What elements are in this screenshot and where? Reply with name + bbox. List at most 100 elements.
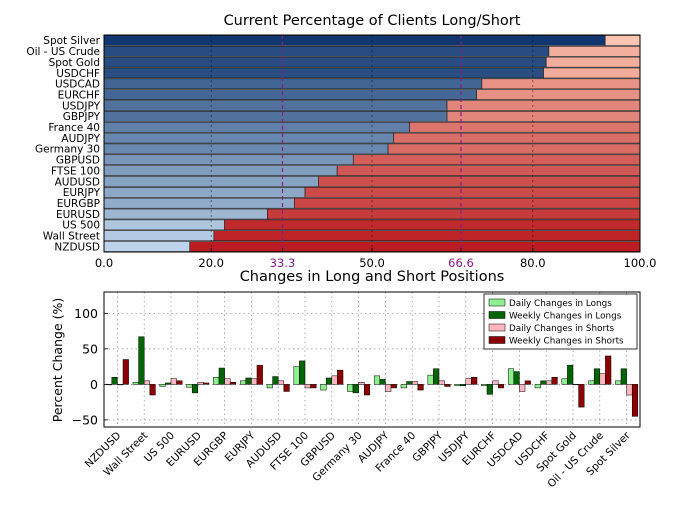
short-bar-usdjpy bbox=[446, 100, 641, 111]
change-bar-weekly-changes-in-shorts-spot-gold bbox=[578, 384, 585, 408]
legend-swatch-daily-changes-in-shorts bbox=[488, 323, 506, 332]
change-bar-weekly-changes-in-shorts-wall-street bbox=[149, 384, 156, 396]
category-label-spot-gold: Spot Gold bbox=[49, 57, 100, 69]
top-x-tick-labels: 0.0 20.0 33.3 50.0 66.6 80.0 100.0 bbox=[95, 248, 657, 270]
long-bar-eurusd bbox=[103, 208, 268, 220]
change-bar-daily-changes-in-shorts-eurchf bbox=[492, 380, 499, 385]
change-bar-weekly-changes-in-longs-france-40 bbox=[406, 381, 413, 385]
change-bar-weekly-changes-in-shorts-gbpjpy bbox=[444, 384, 451, 387]
top-x-tick-label: 20.0 bbox=[198, 256, 224, 270]
change-bar-daily-changes-in-shorts-gbpjpy bbox=[438, 380, 445, 385]
top-x-tick-label: 0.0 bbox=[95, 256, 113, 270]
change-bar-daily-changes-in-longs-gbpusd bbox=[320, 384, 327, 391]
legend: Daily Changes in Longs Weekly Changes in … bbox=[483, 293, 638, 350]
legend-label-weekly-changes-in-shorts: Weekly Changes in Shorts bbox=[509, 337, 624, 347]
change-bar-weekly-changes-in-longs-gbpusd bbox=[325, 377, 333, 385]
top-x-tick-label: 33.3 bbox=[270, 256, 296, 270]
long-bar-eurchf bbox=[103, 89, 477, 101]
change-bar-daily-changes-in-longs-eurchf bbox=[481, 384, 488, 387]
short-bar-eurusd bbox=[267, 208, 641, 220]
change-bar-daily-changes-in-longs-wall-street bbox=[132, 381, 139, 385]
category-label-spot-silver: Spot Silver bbox=[43, 35, 100, 47]
change-bar-weekly-changes-in-shorts-usdchf bbox=[551, 377, 558, 385]
change-bar-daily-changes-in-longs-us-500 bbox=[159, 384, 166, 387]
short-bar-gbpjpy bbox=[446, 111, 641, 122]
change-bar-daily-changes-in-shorts-eurusd bbox=[197, 381, 204, 385]
change-bar-weekly-changes-in-longs-spot-gold bbox=[567, 364, 574, 385]
category-label-audjpy: AUDJPY bbox=[61, 133, 100, 145]
change-bar-daily-changes-in-shorts-nzdusd bbox=[117, 384, 124, 386]
long-bar-audjpy bbox=[103, 132, 394, 144]
change-bar-weekly-changes-in-longs-ftse-100 bbox=[299, 360, 306, 385]
category-label-usdjpy: USDJPY bbox=[62, 100, 101, 112]
change-bar-weekly-changes-in-longs-germany-30 bbox=[352, 384, 359, 394]
change-bar-daily-changes-in-shorts-gbpusd bbox=[331, 375, 338, 385]
short-bar-france-40 bbox=[409, 121, 641, 133]
change-bar-daily-changes-in-longs-eurjpy bbox=[239, 380, 247, 385]
long-bar-germany-30 bbox=[103, 143, 389, 155]
long-bar-spot-silver bbox=[103, 35, 606, 46]
short-bar-nzdusd bbox=[189, 241, 641, 252]
legend-swatch-daily-changes-in-longs bbox=[488, 298, 506, 307]
change-bar-daily-changes-in-longs-usdchf bbox=[534, 384, 541, 389]
category-label-eurchf: EURCHF bbox=[58, 89, 100, 101]
change-bar-daily-changes-in-longs-spot-silver bbox=[615, 380, 622, 385]
change-bar-weekly-changes-in-shorts-france-40 bbox=[417, 384, 424, 391]
short-bar-wall-street bbox=[213, 230, 641, 242]
change-bar-weekly-changes-in-shorts-eurgbp bbox=[229, 381, 237, 385]
change-bar-daily-changes-in-shorts-wall-street bbox=[143, 380, 151, 385]
change-bar-daily-changes-in-longs-ftse-100 bbox=[293, 366, 300, 385]
short-bar-gbpusd bbox=[352, 154, 641, 166]
category-label-usdcad: USDCAD bbox=[55, 79, 100, 91]
top-x-tick-label: 50.0 bbox=[359, 256, 385, 270]
long-bar-gbpjpy bbox=[103, 111, 448, 122]
bottom-y-axis-label: Percent Change (%) bbox=[50, 298, 65, 422]
category-label-eurjpy: EURJPY bbox=[63, 187, 101, 199]
category-label-audusd: AUDUSD bbox=[55, 176, 100, 188]
legend-label-daily-changes-in-longs: Daily Changes in Longs bbox=[509, 299, 612, 309]
top-x-tick-label: 80.0 bbox=[520, 256, 546, 270]
short-bar-eurgbp bbox=[293, 197, 641, 209]
change-bar-weekly-changes-in-longs-gbpjpy bbox=[433, 368, 440, 385]
short-bar-spot-gold bbox=[545, 56, 641, 68]
top-x-tick-label: 66.6 bbox=[448, 256, 474, 270]
change-bar-daily-changes-in-shorts-audusd bbox=[277, 380, 285, 385]
change-bar-daily-changes-in-longs-usdcad bbox=[507, 368, 515, 385]
change-bar-daily-changes-in-shorts-usdcad bbox=[519, 384, 526, 392]
change-bar-weekly-changes-in-longs-audusd bbox=[272, 376, 279, 385]
short-bar-eurchf bbox=[476, 89, 641, 101]
change-bar-weekly-changes-in-shorts-eurjpy bbox=[256, 364, 263, 385]
category-label-eurgbp: EURGBP bbox=[57, 198, 100, 210]
change-bar-daily-changes-in-shorts-audjpy bbox=[385, 384, 392, 392]
long-bar-gbpusd bbox=[103, 154, 354, 166]
long-bar-wall-street bbox=[103, 230, 215, 242]
top-x-tick-label: 100.0 bbox=[624, 256, 657, 270]
long-bar-oil-us-crude bbox=[103, 45, 550, 57]
change-bar-daily-changes-in-shorts-usdchf bbox=[545, 380, 553, 385]
bottom-y-tick-label: 0 bbox=[90, 377, 98, 392]
change-bar-daily-changes-in-shorts-france-40 bbox=[411, 381, 419, 385]
change-bar-daily-changes-in-shorts-oil-us-crude bbox=[599, 373, 606, 385]
long-bar-usdchf bbox=[103, 67, 544, 79]
bottom-bars-group bbox=[105, 336, 639, 417]
change-bar-weekly-changes-in-longs-us-500 bbox=[165, 382, 172, 385]
category-label-nzdusd: NZDUSD bbox=[54, 241, 100, 253]
category-label-eurusd: EURUSD bbox=[56, 209, 100, 221]
category-label-germany-30: Germany 30 bbox=[35, 144, 100, 156]
long-bar-spot-gold bbox=[103, 56, 547, 68]
change-bar-daily-changes-in-longs-france-40 bbox=[400, 384, 407, 389]
short-bar-usdchf bbox=[543, 67, 641, 79]
change-bar-weekly-changes-in-longs-eurgbp bbox=[218, 367, 225, 385]
change-bar-weekly-changes-in-shorts-us-500 bbox=[176, 380, 183, 385]
change-bar-daily-changes-in-longs-eurgbp bbox=[213, 377, 220, 385]
change-bar-daily-changes-in-longs-usdjpy bbox=[454, 384, 461, 387]
change-bar-weekly-changes-in-shorts-oil-us-crude bbox=[605, 355, 612, 385]
change-bar-weekly-changes-in-shorts-ftse-100 bbox=[310, 384, 317, 389]
category-label-ftse-100: FTSE 100 bbox=[51, 165, 100, 177]
category-label-usdchf: USDCHF bbox=[56, 68, 100, 80]
category-label-wall-street: Wall Street bbox=[43, 231, 100, 243]
